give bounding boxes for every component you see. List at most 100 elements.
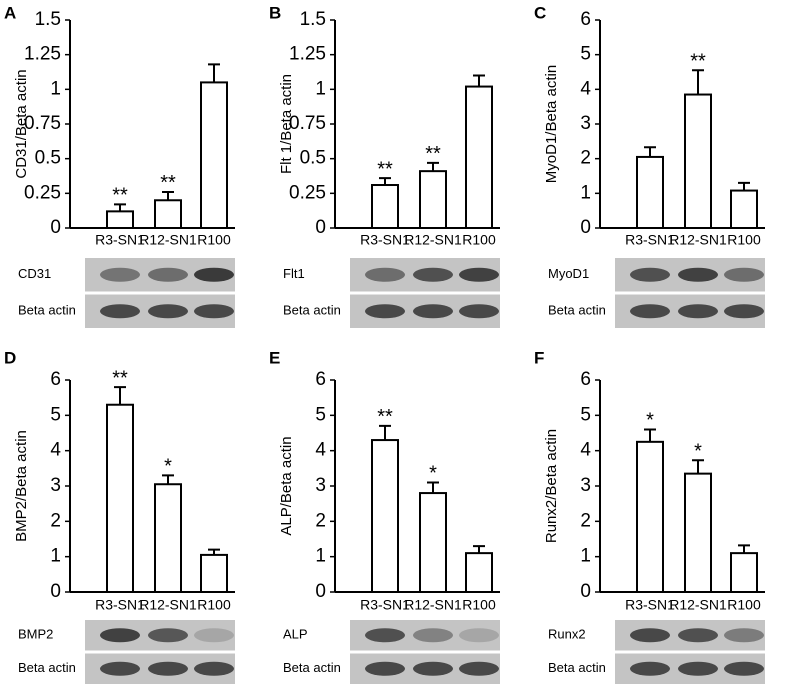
blot-label: Beta actin <box>548 660 606 675</box>
panel-label: D <box>4 348 16 367</box>
blot-band <box>365 661 405 676</box>
error-bar <box>379 177 391 186</box>
y-tick-label: 1 <box>50 546 61 567</box>
blot-band <box>148 267 188 282</box>
y-tick-label: 2 <box>580 148 591 169</box>
blot-label: Beta actin <box>548 303 606 318</box>
error-bar <box>162 474 174 485</box>
error-bar <box>473 74 485 87</box>
y-tick-label: 1 <box>580 182 591 203</box>
blot-band <box>678 661 718 676</box>
blot-label: Flt1 <box>283 266 305 281</box>
panel: B Flt 1/Beta actin 0 0.25 0.5 0.75 1 1.25 1.5 ** R… <box>269 3 500 328</box>
y-tick-label: 1.25 <box>289 44 326 65</box>
y-tick-label: 4 <box>315 440 326 461</box>
bar <box>106 210 134 229</box>
panel-label: B <box>269 3 281 22</box>
y-tick-label: 6 <box>580 9 591 30</box>
panel-label: A <box>4 3 16 22</box>
blot-band <box>148 304 188 319</box>
y-tick-label: 1 <box>580 546 591 567</box>
y-tick-label: 0.25 <box>289 182 326 203</box>
blot-label: CD31 <box>18 266 51 281</box>
panel: E ALP/Beta actin 0 1 2 3 4 5 6 ** R3-SN1 * R12-SN1 R1… <box>269 348 500 684</box>
blot-band <box>630 661 670 676</box>
y-tick-label: 0 <box>50 217 61 238</box>
y-tick-label: 2 <box>50 510 61 531</box>
error-bar <box>162 190 174 201</box>
y-tick-label: 0 <box>50 581 61 602</box>
bar <box>684 472 712 593</box>
blot-label: Beta actin <box>283 303 341 318</box>
blot-band <box>724 304 764 319</box>
y-tick-label: 0.5 <box>35 148 61 169</box>
y-tick-label: 0.75 <box>289 113 326 134</box>
x-tick-label: R12-SN1 <box>669 232 727 248</box>
y-tick-label: 3 <box>580 113 591 134</box>
error-bar <box>208 63 220 83</box>
y-axis-label: BMP2/Beta actin <box>13 430 30 542</box>
y-tick-label: 1.25 <box>24 44 61 65</box>
significance-label: ** <box>160 172 176 194</box>
x-tick-label: R3-SN1 <box>95 597 145 613</box>
bar <box>465 552 493 594</box>
error-bar <box>114 386 126 405</box>
blot-label: Beta actin <box>18 660 76 675</box>
error-bar <box>114 203 126 212</box>
x-tick-label: R12-SN1 <box>139 232 197 248</box>
blot-band <box>459 661 499 676</box>
blot-band <box>413 661 453 676</box>
blot-band <box>724 628 764 643</box>
y-tick-label: 6 <box>580 369 591 390</box>
blot-band <box>678 267 718 282</box>
bar <box>371 184 399 230</box>
y-tick-label: 1.5 <box>300 9 326 30</box>
blot-band <box>459 267 499 282</box>
y-tick-label: 2 <box>580 510 591 531</box>
y-tick-label: 0.5 <box>300 148 326 169</box>
blot-band <box>100 267 140 282</box>
x-tick-label: R3-SN1 <box>360 232 410 248</box>
bar <box>200 81 228 230</box>
error-bar <box>473 545 485 554</box>
panel: C MyoD1/Beta actin 0 1 2 3 4 5 6 R3-SN1 ** R12-SN1 R… <box>534 3 765 328</box>
blot-band <box>194 304 234 319</box>
bar <box>419 170 447 229</box>
y-axis-label: CD31/Beta actin <box>13 69 30 178</box>
blot-label: Beta actin <box>283 660 341 675</box>
blot-band <box>365 304 405 319</box>
blot-band <box>459 304 499 319</box>
error-bar <box>738 544 750 554</box>
error-bar <box>692 69 704 95</box>
bar <box>106 403 134 593</box>
y-tick-label: 5 <box>580 44 591 65</box>
y-tick-label: 0.75 <box>24 113 61 134</box>
error-bar <box>427 161 439 172</box>
bar <box>636 440 664 594</box>
blot-band <box>148 628 188 643</box>
significance-label: ** <box>377 158 393 180</box>
bar <box>730 189 758 229</box>
blot-band <box>194 628 234 643</box>
blot-label: Runx2 <box>548 627 586 642</box>
error-bar <box>208 548 220 555</box>
y-tick-label: 4 <box>580 78 591 99</box>
y-tick-label: 1 <box>315 78 326 99</box>
y-tick-label: 3 <box>580 475 591 496</box>
y-axis-label: MyoD1/Beta actin <box>543 65 560 183</box>
y-tick-label: 5 <box>50 404 61 425</box>
x-tick-label: R3-SN1 <box>625 232 675 248</box>
blot-label: Beta actin <box>18 303 76 318</box>
x-tick-label: R12-SN1 <box>404 597 462 613</box>
y-tick-label: 4 <box>580 440 591 461</box>
blot-band <box>630 267 670 282</box>
blot-band <box>630 628 670 643</box>
bar <box>636 155 664 229</box>
blot-band <box>678 304 718 319</box>
bar <box>371 439 399 594</box>
blot-band <box>724 661 764 676</box>
y-tick-label: 0 <box>580 581 591 602</box>
error-bar <box>644 428 656 442</box>
blot-label: MyoD1 <box>548 266 589 281</box>
